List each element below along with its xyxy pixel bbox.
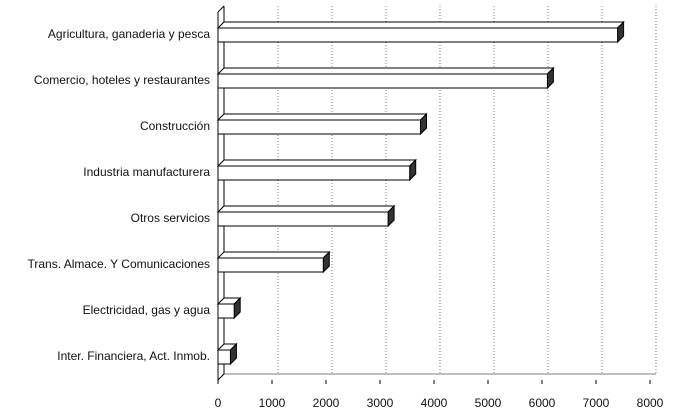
x-tick-label: 7000 — [583, 396, 610, 410]
x-tick-label: 3000 — [367, 396, 394, 410]
bar — [217, 27, 619, 43]
bar — [217, 165, 411, 181]
y-tick-label: Industria manufacturera — [83, 165, 210, 179]
x-tick-label: 2000 — [313, 396, 340, 410]
bar-top — [216, 21, 625, 29]
bar-top — [216, 205, 396, 213]
y-tick-label: Trans. Almace. Y Comunicaciones — [27, 257, 210, 271]
bar — [217, 211, 389, 227]
x-tick-label: 8000 — [637, 396, 664, 410]
y-tick-label: Inter. Financiera, Act. Inmob. — [57, 349, 210, 363]
bar — [217, 349, 231, 365]
y-tick-label: Agricultura, ganaderia y pesca — [48, 27, 210, 41]
x-tick-label: 6000 — [529, 396, 556, 410]
x-tick-label: 4000 — [421, 396, 448, 410]
bar-top — [216, 251, 331, 259]
bar-top — [216, 67, 555, 75]
bar-top — [216, 113, 428, 121]
y-tick-label: Comercio, hoteles y restaurantes — [34, 73, 210, 87]
bar — [217, 119, 421, 135]
y-tick-label: Otros servicios — [131, 211, 210, 225]
axis-line — [217, 373, 225, 381]
y-tick-label: Construcción — [140, 119, 210, 133]
bar — [217, 73, 548, 89]
x-tick-label: 0 — [215, 396, 222, 410]
x-tick-label: 1000 — [259, 396, 286, 410]
bar-top — [216, 159, 417, 167]
bar — [217, 303, 235, 319]
x-tick-label: 5000 — [475, 396, 502, 410]
y-tick-label: Electricidad, gas y agua — [83, 303, 211, 317]
axis-line — [217, 5, 225, 13]
bar — [217, 257, 324, 273]
